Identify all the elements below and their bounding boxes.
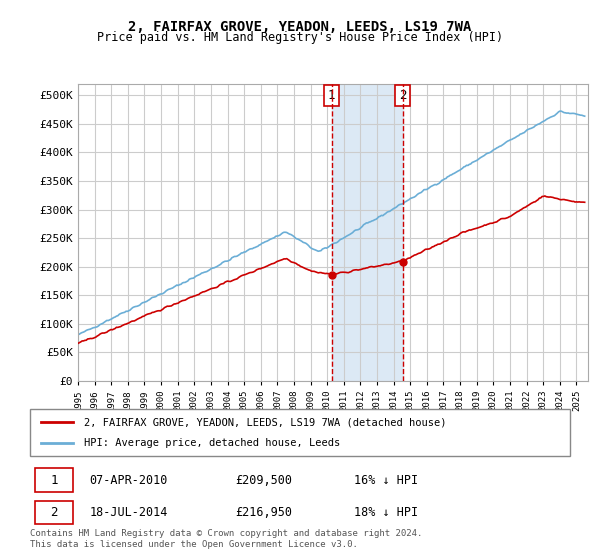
Text: HPI: Average price, detached house, Leeds: HPI: Average price, detached house, Leed… [84, 438, 340, 448]
Text: 2, FAIRFAX GROVE, YEADON, LEEDS, LS19 7WA: 2, FAIRFAX GROVE, YEADON, LEEDS, LS19 7W… [128, 20, 472, 34]
Bar [332, 84, 403, 381]
Text: 07-APR-2010: 07-APR-2010 [89, 474, 168, 487]
Text: 18-JUL-2014: 18-JUL-2014 [89, 506, 168, 519]
Text: 1: 1 [328, 89, 335, 102]
Text: 2, FAIRFAX GROVE, YEADON, LEEDS, LS19 7WA (detached house): 2, FAIRFAX GROVE, YEADON, LEEDS, LS19 7W… [84, 417, 446, 427]
FancyBboxPatch shape [35, 501, 73, 524]
Text: 16% ↓ HPI: 16% ↓ HPI [354, 474, 418, 487]
Text: Contains HM Land Registry data © Crown copyright and database right 2024.
This d: Contains HM Land Registry data © Crown c… [30, 529, 422, 549]
FancyBboxPatch shape [30, 409, 570, 456]
Text: £216,950: £216,950 [235, 506, 292, 519]
Text: 2: 2 [399, 89, 407, 102]
Text: 1: 1 [50, 474, 58, 487]
Text: 2: 2 [50, 506, 58, 519]
Text: 18% ↓ HPI: 18% ↓ HPI [354, 506, 418, 519]
FancyBboxPatch shape [35, 468, 73, 492]
Text: £209,500: £209,500 [235, 474, 292, 487]
Text: Price paid vs. HM Land Registry's House Price Index (HPI): Price paid vs. HM Land Registry's House … [97, 31, 503, 44]
